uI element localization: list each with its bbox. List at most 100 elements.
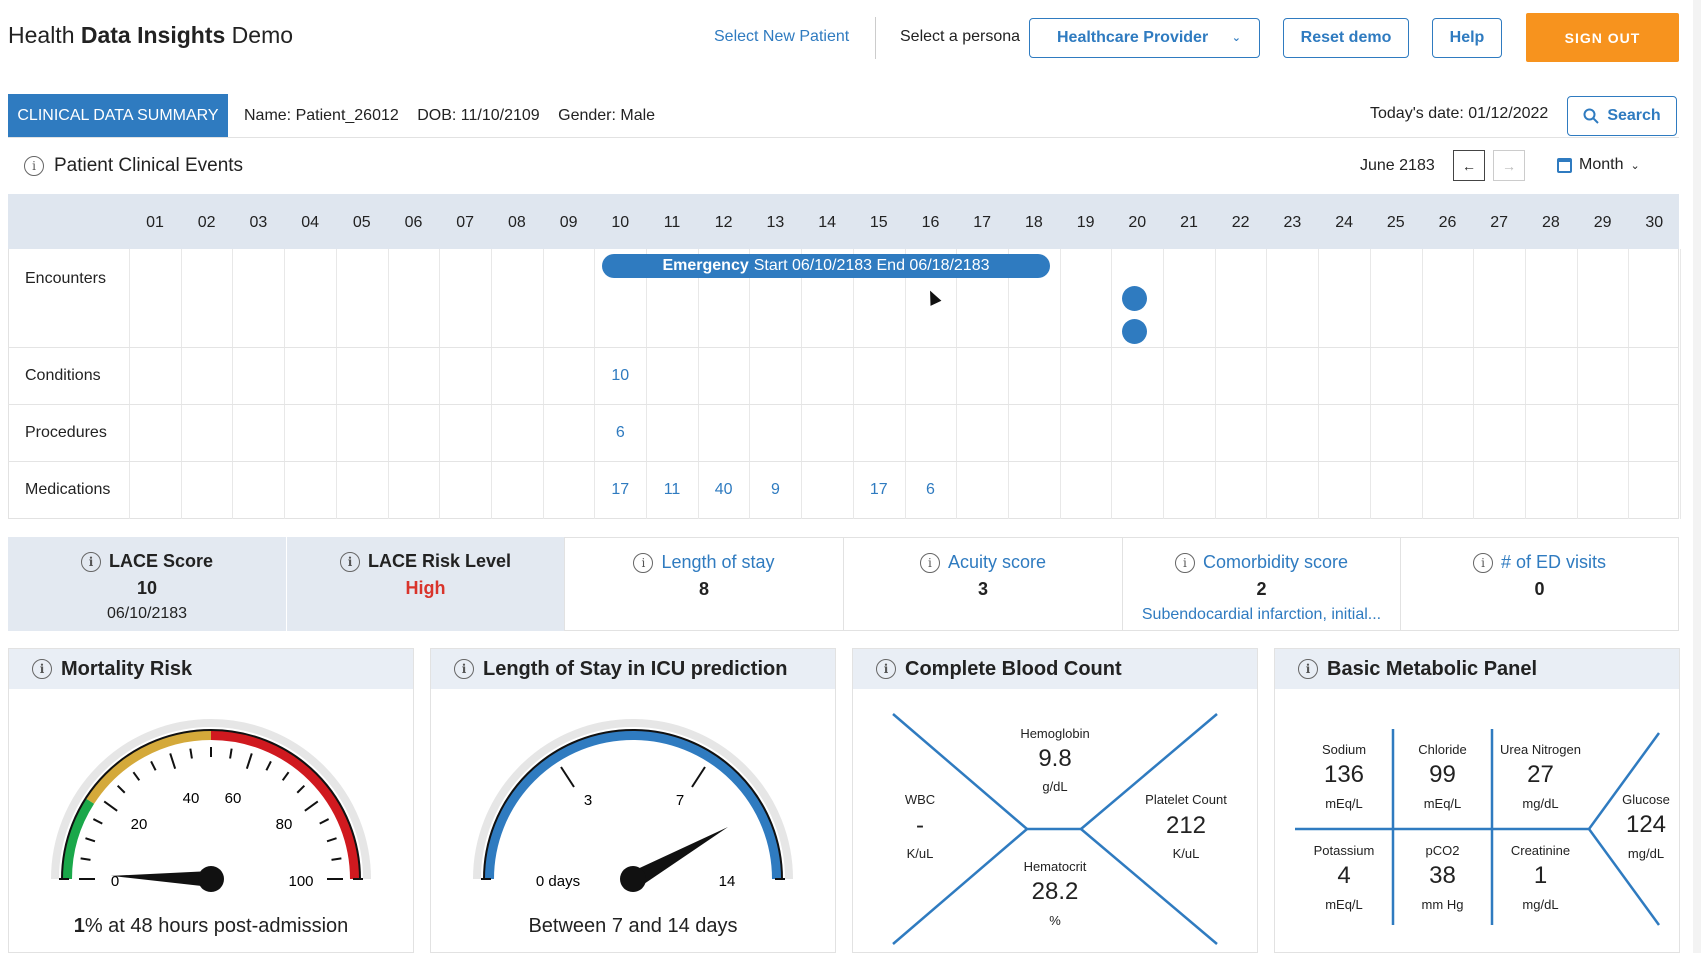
medications-count[interactable]: 40 <box>714 481 733 498</box>
info-icon[interactable]: i <box>633 552 654 573</box>
search-button[interactable]: Search <box>1567 96 1677 136</box>
gauge-tick <box>103 800 118 812</box>
encounter-dot[interactable] <box>1122 286 1147 311</box>
risk-level-value: High <box>405 578 446 598</box>
patient-gender: Gender: Male <box>558 107 656 124</box>
gauge-tick <box>132 771 141 781</box>
metric-ed-visits: i # of ED visits 0 <box>1400 537 1679 631</box>
app-title-bold: Data Insights <box>80 22 226 48</box>
card-header: i Complete Blood Count <box>853 649 1257 689</box>
gauge-tick <box>319 818 330 825</box>
app-title-suffix: Demo <box>225 22 294 48</box>
bmp-sodium-value: 136 <box>1323 761 1365 788</box>
encounter-dot[interactable] <box>1122 319 1147 344</box>
card-title: Length of Stay in ICU prediction <box>483 657 788 680</box>
gauge-tick <box>281 771 290 781</box>
card-title: Mortality Risk <box>61 657 193 680</box>
info-icon[interactable]: i <box>876 659 896 679</box>
chevron-down-icon: ⌄ <box>1630 159 1640 172</box>
encounter-bar-emergency[interactable]: Emergency Start 06/10/2183 End 06/18/218… <box>602 254 1050 278</box>
patient-name: Name: Patient_26012 <box>244 107 399 124</box>
metric-value: 2 <box>1256 579 1267 599</box>
cbc-platelet-unit: K/uL <box>1172 846 1200 861</box>
next-month-button[interactable]: → <box>1493 150 1525 181</box>
medications-count[interactable]: 17 <box>611 481 630 498</box>
info-icon[interactable]: i <box>1298 659 1318 679</box>
procedures-count[interactable]: 6 <box>615 424 625 441</box>
info-icon[interactable]: i <box>32 659 52 679</box>
day-header-17: 17 <box>973 214 992 231</box>
info-icon[interactable]: i <box>24 156 44 176</box>
card-header: i Mortality Risk <box>9 649 413 689</box>
day-header-21: 21 <box>1180 214 1198 231</box>
info-icon[interactable]: i <box>919 552 940 573</box>
medications-count[interactable]: 17 <box>869 481 888 498</box>
info-icon[interactable]: i <box>1174 552 1195 573</box>
gauge-needle <box>633 827 728 886</box>
day-header-09: 09 <box>559 214 578 231</box>
gauge-tick-label: 40 <box>183 790 200 807</box>
day-header-22: 22 <box>1231 214 1250 231</box>
sign-out-button[interactable]: SIGN OUT <box>1526 13 1679 62</box>
info-icon[interactable]: i <box>339 551 360 572</box>
info-icon[interactable]: i <box>1472 552 1493 573</box>
metric-title[interactable]: i # of ED visits <box>1401 552 1678 573</box>
grid-line <box>1111 249 1113 519</box>
row-label-encounters: Encounters <box>25 270 106 287</box>
select-new-patient-link[interactable]: Select New Patient <box>714 28 850 45</box>
metric-comorbidity-score: i Comorbidity score 2 Subendocardial infa… <box>1122 537 1401 631</box>
clinical-events-timeline <box>8 194 1679 519</box>
day-header-03: 03 <box>249 214 268 231</box>
grid-line <box>180 249 182 519</box>
day-header-16: 16 <box>921 214 940 231</box>
grid-line <box>904 249 906 519</box>
day-header-11: 11 <box>663 214 681 231</box>
metric-title-text: # of ED visits <box>1500 552 1607 572</box>
previous-month-button[interactable]: ← <box>1453 150 1485 181</box>
grid-line <box>801 249 803 519</box>
grid-line <box>594 249 596 519</box>
grid-line <box>490 249 492 519</box>
medications-count[interactable]: 9 <box>770 481 780 498</box>
grid-line <box>1318 249 1320 519</box>
metric-title-text: Acuity score <box>947 552 1047 572</box>
day-header-07: 07 <box>456 214 475 231</box>
day-header-28: 28 <box>1541 214 1560 231</box>
persona-select-value: Healthcare Provider <box>1057 29 1209 46</box>
gauge-tick-label: 0 days <box>536 873 580 890</box>
persona-select[interactable]: Healthcare Provider ⌄ <box>1029 18 1260 58</box>
info-icon[interactable]: i <box>454 659 474 679</box>
metric-title-text: LACE Risk Level <box>367 551 512 571</box>
reset-demo-button[interactable]: Reset demo <box>1283 18 1409 58</box>
gauge-tick <box>189 748 193 759</box>
gauge-band-green <box>62 798 95 880</box>
grid-line <box>749 249 751 519</box>
metric-title[interactable]: i Comorbidity score <box>1123 552 1400 573</box>
tab-clinical-data-summary[interactable]: CLINICAL DATA SUMMARY <box>8 94 228 137</box>
metric-title-text: Comorbidity score <box>1202 552 1349 572</box>
gauge-band-red <box>210 730 360 880</box>
grid-line <box>542 249 544 519</box>
icu-caption: Between 7 and 14 days <box>528 915 738 937</box>
arrow-left-icon: ← <box>1462 157 1476 174</box>
grid-line <box>1680 249 1681 519</box>
medications-count[interactable]: 11 <box>663 481 681 498</box>
patient-info: Name: Patient_26012 DOB: 11/10/2109 Gend… <box>244 107 669 125</box>
gauge-tick-label: 7 <box>676 792 684 809</box>
comorbidity-link[interactable]: Subendocardial infarction, initial... <box>1141 606 1382 623</box>
medications-count[interactable]: 6 <box>926 481 935 498</box>
conditions-count[interactable]: 10 <box>611 367 630 384</box>
help-button[interactable]: Help <box>1432 18 1502 58</box>
metric-acuity-score: i Acuity score 3 <box>843 537 1123 631</box>
app-title-prefix: Health <box>8 22 81 48</box>
bmp-glucose-value: 124 <box>1625 811 1667 838</box>
grid-row-divider <box>8 347 1679 348</box>
search-icon <box>1583 108 1600 124</box>
metric-title[interactable]: i Acuity score <box>844 552 1122 573</box>
view-mode-select[interactable]: Month ⌄ <box>1557 156 1640 174</box>
metric-title[interactable]: i Length of stay <box>565 552 843 573</box>
vertical-scrollbar[interactable] <box>1693 0 1701 953</box>
info-icon[interactable]: i <box>80 551 101 572</box>
cbc-hematocrit-name: Hematocrit <box>1023 859 1087 874</box>
bmp-potassium-unit: mEq/L <box>1325 897 1363 912</box>
